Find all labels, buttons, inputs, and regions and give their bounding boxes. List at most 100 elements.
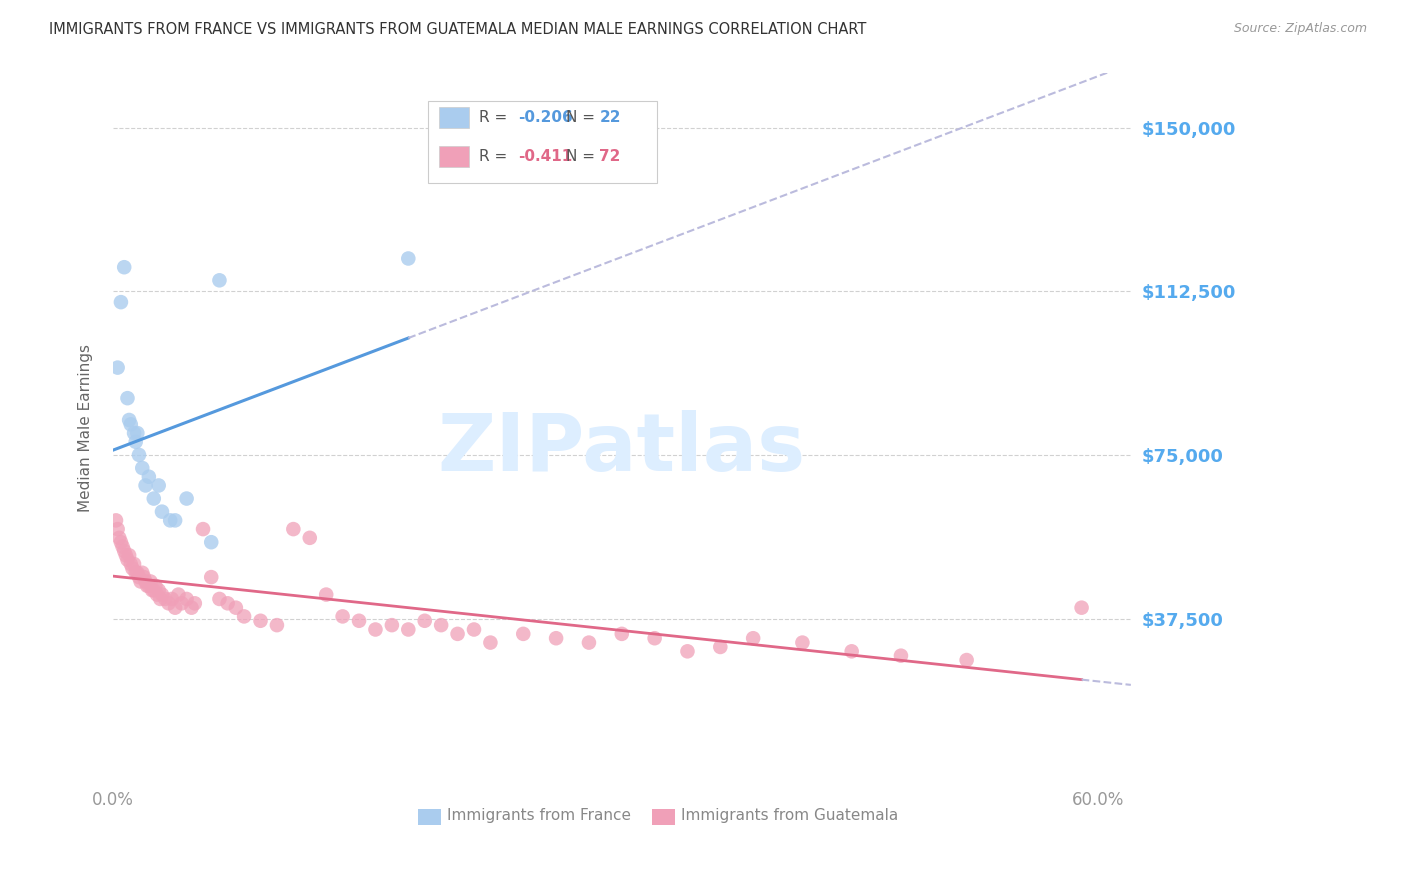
Text: R =: R = <box>479 111 512 125</box>
Point <box>167 588 190 602</box>
Point <box>141 583 163 598</box>
Point <box>145 579 167 593</box>
Point <box>225 600 247 615</box>
Point <box>107 522 129 536</box>
Point <box>233 609 256 624</box>
Point <box>298 531 321 545</box>
Point <box>512 627 534 641</box>
Point <box>160 591 183 606</box>
Point <box>127 426 149 441</box>
Point <box>266 618 288 632</box>
Text: N =: N = <box>565 149 600 164</box>
Point <box>283 522 305 536</box>
Text: 72: 72 <box>599 149 621 164</box>
Point <box>131 566 153 580</box>
Point <box>364 623 387 637</box>
Point <box>128 570 150 584</box>
Point <box>132 570 155 584</box>
Point <box>165 600 187 615</box>
Text: R =: R = <box>479 149 512 164</box>
Point <box>108 531 131 545</box>
Point <box>217 596 239 610</box>
Point <box>381 618 404 632</box>
Point <box>676 644 699 658</box>
Text: N =: N = <box>565 111 600 125</box>
Point <box>170 596 193 610</box>
Point <box>120 417 142 432</box>
Point <box>1070 600 1092 615</box>
Point <box>157 596 180 610</box>
Point <box>644 632 666 646</box>
Point <box>208 273 231 287</box>
Point <box>139 574 162 589</box>
Text: 22: 22 <box>599 111 621 125</box>
Point <box>479 635 502 649</box>
Point <box>112 544 135 558</box>
FancyBboxPatch shape <box>429 102 658 183</box>
Point <box>110 535 132 549</box>
Point <box>136 579 159 593</box>
Text: ZIPatlas: ZIPatlas <box>437 410 806 488</box>
Point <box>111 540 134 554</box>
Point <box>176 491 198 506</box>
Point <box>129 574 152 589</box>
Point <box>578 635 600 649</box>
Point <box>792 635 814 649</box>
Point <box>105 513 128 527</box>
Text: -0.411: -0.411 <box>517 149 572 164</box>
Text: Immigrants from Guatemala: Immigrants from Guatemala <box>681 808 898 823</box>
FancyBboxPatch shape <box>439 107 470 128</box>
Point <box>396 252 419 266</box>
Point <box>413 614 436 628</box>
Point <box>125 434 148 449</box>
Point <box>709 640 731 654</box>
FancyBboxPatch shape <box>439 146 470 168</box>
Point <box>142 491 165 506</box>
Point <box>315 588 337 602</box>
Point <box>249 614 271 628</box>
Point <box>120 557 142 571</box>
Point <box>112 260 135 275</box>
FancyBboxPatch shape <box>418 809 440 825</box>
Point <box>148 478 170 492</box>
Point <box>742 632 765 646</box>
Point <box>148 583 170 598</box>
Point <box>138 469 160 483</box>
Point <box>841 644 863 658</box>
Point <box>347 614 370 628</box>
Point <box>135 574 157 589</box>
Point <box>546 632 568 646</box>
FancyBboxPatch shape <box>652 809 675 825</box>
Point <box>208 591 231 606</box>
Point <box>184 596 207 610</box>
Point <box>118 413 141 427</box>
Point <box>200 535 222 549</box>
Point <box>610 627 633 641</box>
Point <box>430 618 453 632</box>
Point <box>890 648 912 663</box>
Point <box>118 549 141 563</box>
Point <box>176 591 198 606</box>
Point <box>463 623 485 637</box>
Point <box>159 513 181 527</box>
Text: Source: ZipAtlas.com: Source: ZipAtlas.com <box>1233 22 1367 36</box>
Point <box>200 570 222 584</box>
Point <box>125 566 148 580</box>
Point <box>117 552 139 566</box>
Point <box>122 426 145 441</box>
Point <box>122 557 145 571</box>
Point <box>142 583 165 598</box>
Point <box>150 588 173 602</box>
Point <box>127 566 149 580</box>
Point <box>165 513 187 527</box>
Point <box>117 391 139 405</box>
Point <box>180 600 202 615</box>
Point <box>131 461 153 475</box>
Point <box>149 591 172 606</box>
Point <box>138 579 160 593</box>
Point <box>332 609 354 624</box>
Point <box>135 478 157 492</box>
Text: -0.206: -0.206 <box>517 111 572 125</box>
Point <box>115 549 138 563</box>
Point <box>121 561 143 575</box>
